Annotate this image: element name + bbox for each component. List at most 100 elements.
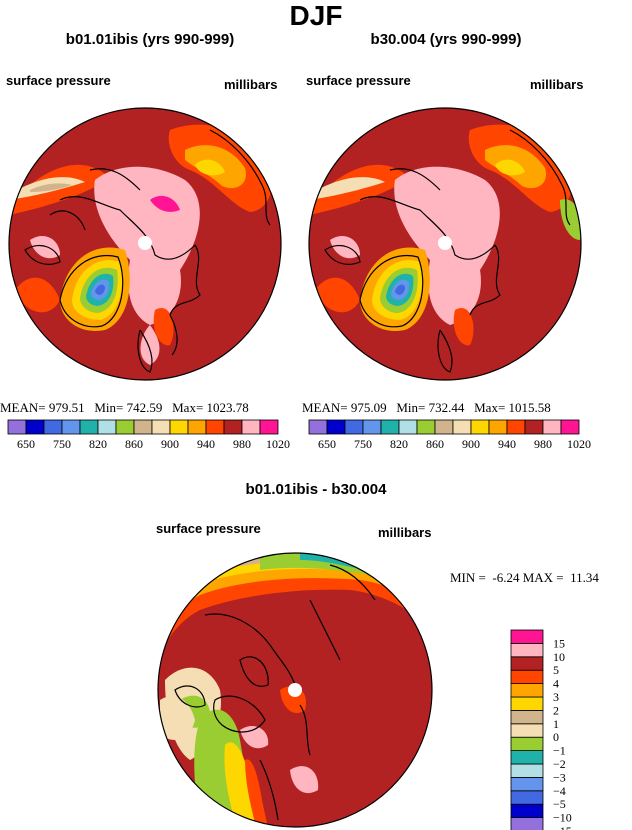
- colorbar-diff-tick-label: 0: [553, 730, 559, 744]
- map-fill-750: [395, 284, 405, 295]
- max-value: 11.34: [570, 570, 599, 585]
- pole-marker: [438, 236, 452, 250]
- map-fill-4: [453, 308, 474, 346]
- colorbar-1-swatch: [187, 419, 207, 435]
- map-fill-1000: [140, 325, 160, 365]
- colorbar-2-swatch: [488, 419, 508, 435]
- colorbar-diff-tick-label: 1: [553, 717, 559, 731]
- min-label: Min=: [94, 400, 124, 415]
- colorbar-diff-swatch: [510, 777, 544, 792]
- mean-label: MEAN=: [0, 400, 46, 415]
- map-outline: [308, 107, 582, 381]
- colorbar-diff-swatch: [510, 750, 544, 765]
- min-value: -6.24: [492, 570, 520, 585]
- colorbar-2-swatch: [362, 419, 382, 435]
- colorbar-diff-swatch: [510, 723, 544, 738]
- colorbar-2-swatch: [524, 419, 544, 435]
- colorbar-diff-swatch: [510, 683, 544, 698]
- colorbar-1-tick-label: 900: [161, 437, 179, 451]
- colorbar-2-swatch: [434, 419, 454, 435]
- colorbar-1-swatch: [61, 419, 81, 435]
- diff-fill-10-15: [290, 766, 319, 794]
- colorbar-diff-swatch: [510, 710, 544, 725]
- colorbar-1-swatch: [169, 419, 189, 435]
- colorbar-diff-swatch: [510, 669, 544, 685]
- colorbar-diff-tick-label: −10: [553, 811, 572, 825]
- mean-value: 979.51: [48, 400, 85, 415]
- diff-units: millibars: [378, 525, 432, 540]
- max-label: Max=: [474, 400, 506, 415]
- panel-2-units: millibars: [530, 77, 584, 92]
- map-fill-880: [560, 199, 581, 240]
- coastlines: [24, 129, 271, 373]
- max-label: MAX =: [522, 570, 564, 585]
- colorbar-1-tick-label: 750: [53, 437, 71, 451]
- colorbar-2-tick-label: 750: [354, 437, 372, 451]
- figure-title: DJF: [289, 0, 343, 31]
- colorbar-1-tick-label: 650: [17, 437, 35, 451]
- coastlines: [174, 564, 376, 821]
- colorbar-2-swatch: [326, 419, 346, 435]
- colorbar-1-swatch: [241, 419, 261, 435]
- pole-marker: [138, 236, 152, 250]
- colorbar-1-swatch: [43, 419, 63, 435]
- colorbar-2-tick-label: 820: [390, 437, 408, 451]
- diff-stats: MIN = -6.24 MAX = 11.34: [450, 570, 599, 586]
- min-label: Min=: [396, 400, 426, 415]
- colorbar-2-swatch: [344, 419, 364, 435]
- colorbar-2-tick-label: 980: [534, 437, 552, 451]
- colorbar-diff-swatch: [510, 643, 544, 658]
- mean-label: MEAN=: [302, 400, 348, 415]
- colorbar-1-swatch: [205, 419, 225, 435]
- colorbar-diff-tick-label: −5: [553, 797, 566, 811]
- map-fill-940: [495, 159, 525, 176]
- colorbar-diff-tick-label: 5: [553, 663, 559, 677]
- map-fill-750: [95, 284, 105, 295]
- colorbar-2-swatch: [560, 419, 580, 435]
- mean-value: 975.09: [350, 400, 387, 415]
- map-fill-4: [309, 164, 410, 215]
- colorbar-1-swatch: [223, 419, 243, 435]
- colorbar-1-tick-label: 980: [233, 437, 251, 451]
- map-panel-2: [309, 108, 581, 380]
- max-value: 1015.58: [508, 400, 551, 415]
- colorbar-2-tick-label: 940: [498, 437, 516, 451]
- map-fill-4: [9, 164, 110, 215]
- map-fill-4: [15, 277, 60, 313]
- panel-2-subtitle: b30.004 (yrs 990-999): [370, 31, 522, 48]
- colorbar-diff-tick-label: 4: [553, 677, 559, 691]
- panel-1-subtitle: b01.01ibis (yrs 990-999): [65, 31, 235, 48]
- colorbar-1-swatch: [133, 419, 153, 435]
- map-fill-880: [30, 183, 72, 192]
- colorbar-2-tick-label: 860: [426, 437, 444, 451]
- panel-2-stats: MEAN= 975.09 Min= 732.44 Max= 1015.58: [302, 400, 551, 416]
- colorbar-diff-swatch: [510, 790, 544, 805]
- min-value: 742.59: [126, 400, 163, 415]
- colorbar-2-swatch: [398, 419, 418, 435]
- colorbar-1-tick-label: 860: [125, 437, 143, 451]
- map-panel-1: [9, 108, 281, 380]
- diff-subtitle: b01.01ibis - b30.004: [245, 481, 387, 498]
- colorbar-diff-swatch: [510, 696, 544, 711]
- map-fill-1000: [330, 235, 360, 259]
- panel-1-stats: MEAN= 979.51 Min= 742.59 Max= 1023.78: [0, 400, 249, 416]
- colorbar-1-swatch: [7, 419, 27, 435]
- colorbar-1-swatch: [97, 419, 117, 435]
- colorbar-diff-tick-label: 2: [553, 703, 559, 717]
- colorbar-diff-swatch: [510, 803, 544, 819]
- map-fill-900: [309, 177, 385, 200]
- diff-fill-m2-m1: [300, 553, 425, 592]
- map-panel-diff: [158, 553, 432, 827]
- colorbar-1-tick-label: 1020: [266, 437, 290, 451]
- diff-fill-0-1: [160, 696, 195, 740]
- map-fill-4: [153, 308, 174, 346]
- pole-marker: [288, 683, 302, 697]
- colorbar-1-swatch: [115, 419, 135, 435]
- colorbar-2-swatch: [542, 419, 562, 435]
- colorbar-2-swatch: [308, 419, 328, 435]
- colorbar-2-swatch: [506, 419, 526, 435]
- colorbar-diff-tick-label: −3: [553, 770, 566, 784]
- colorbar-diff-tick-label: 3: [553, 690, 559, 704]
- colorbar-1-swatch: [25, 419, 45, 435]
- colorbar-diff-tick-label: −1: [553, 744, 566, 758]
